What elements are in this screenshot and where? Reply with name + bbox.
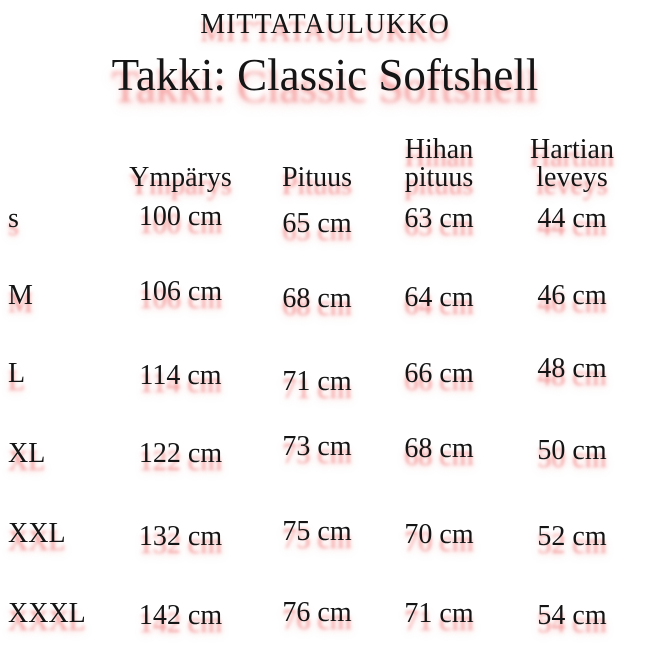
measurement-cell: 100 cm [138,201,223,232]
size-label: XXL [8,518,66,549]
measurement-cell: 68 cm [404,433,474,464]
measurement-cell: 70 cm [404,519,474,550]
measurement-cell: 63 cm [404,203,474,234]
page-title: Takki: Classic Softshell [111,50,539,100]
size-label: s [8,203,19,234]
table-header: Ympärys Pituus Hihan pituus Hartian leve… [8,110,642,194]
measurement-cell: 52 cm [537,521,607,552]
size-label: XXXL [8,598,86,629]
measurement-cell: 71 cm [404,598,474,629]
measurement-cell: 71 cm [282,366,352,397]
measurement-cell: 66 cm [404,358,474,389]
table-row-l: L 114 cm 71 cm 66 cm 48 cm [8,355,642,440]
measurement-cell: 75 cm [282,516,352,547]
measurement-cell: 65 cm [282,208,352,239]
table-row-m: M 106 cm 68 cm 64 cm 46 cm [8,278,642,361]
table-row-xl: XL 122 cm 73 cm 68 cm 50 cm [8,433,642,519]
measurement-cell: 44 cm [537,203,607,234]
col-header-pituus: Pituus [281,162,353,193]
measurement-cell: 76 cm [282,597,352,628]
measurement-cell: 142 cm [138,600,223,631]
measurement-cell: 46 cm [537,280,607,311]
measurement-cell: 132 cm [138,521,223,552]
table-row-xxl: XXL 132 cm 75 cm 70 cm 52 cm [8,516,642,598]
size-label: L [8,358,26,389]
size-label: XL [8,438,46,469]
measurement-cell: 114 cm [139,360,222,391]
table-row-s: s 100 cm 65 cm 63 cm 44 cm [8,203,642,282]
table-row-xxxl: XXXL 142 cm 76 cm 71 cm 54 cm [8,598,642,650]
size-label: M [8,280,33,311]
measurement-cell: 54 cm [537,600,607,631]
page-subtitle: MITTATAULUKKO [200,9,450,40]
measurement-cell: 48 cm [537,353,607,384]
measurement-cell: 122 cm [138,438,223,469]
col-header-size [8,192,103,194]
size-table-body: s 100 cm 65 cm 63 cm 44 cm M 106 cm 68 c… [8,203,642,650]
measurement-cell: 68 cm [282,283,352,314]
measurement-cell: 73 cm [282,431,352,462]
col-header-hartian-leveys: Hartian leveys [530,134,614,193]
measurement-cell: 106 cm [138,276,223,307]
measurement-cell: 64 cm [404,282,474,313]
col-header-ymparys: Ympärys [129,162,232,193]
measurement-cell: 50 cm [537,435,607,466]
col-header-hihan-pituus: Hihan pituus [404,134,474,193]
